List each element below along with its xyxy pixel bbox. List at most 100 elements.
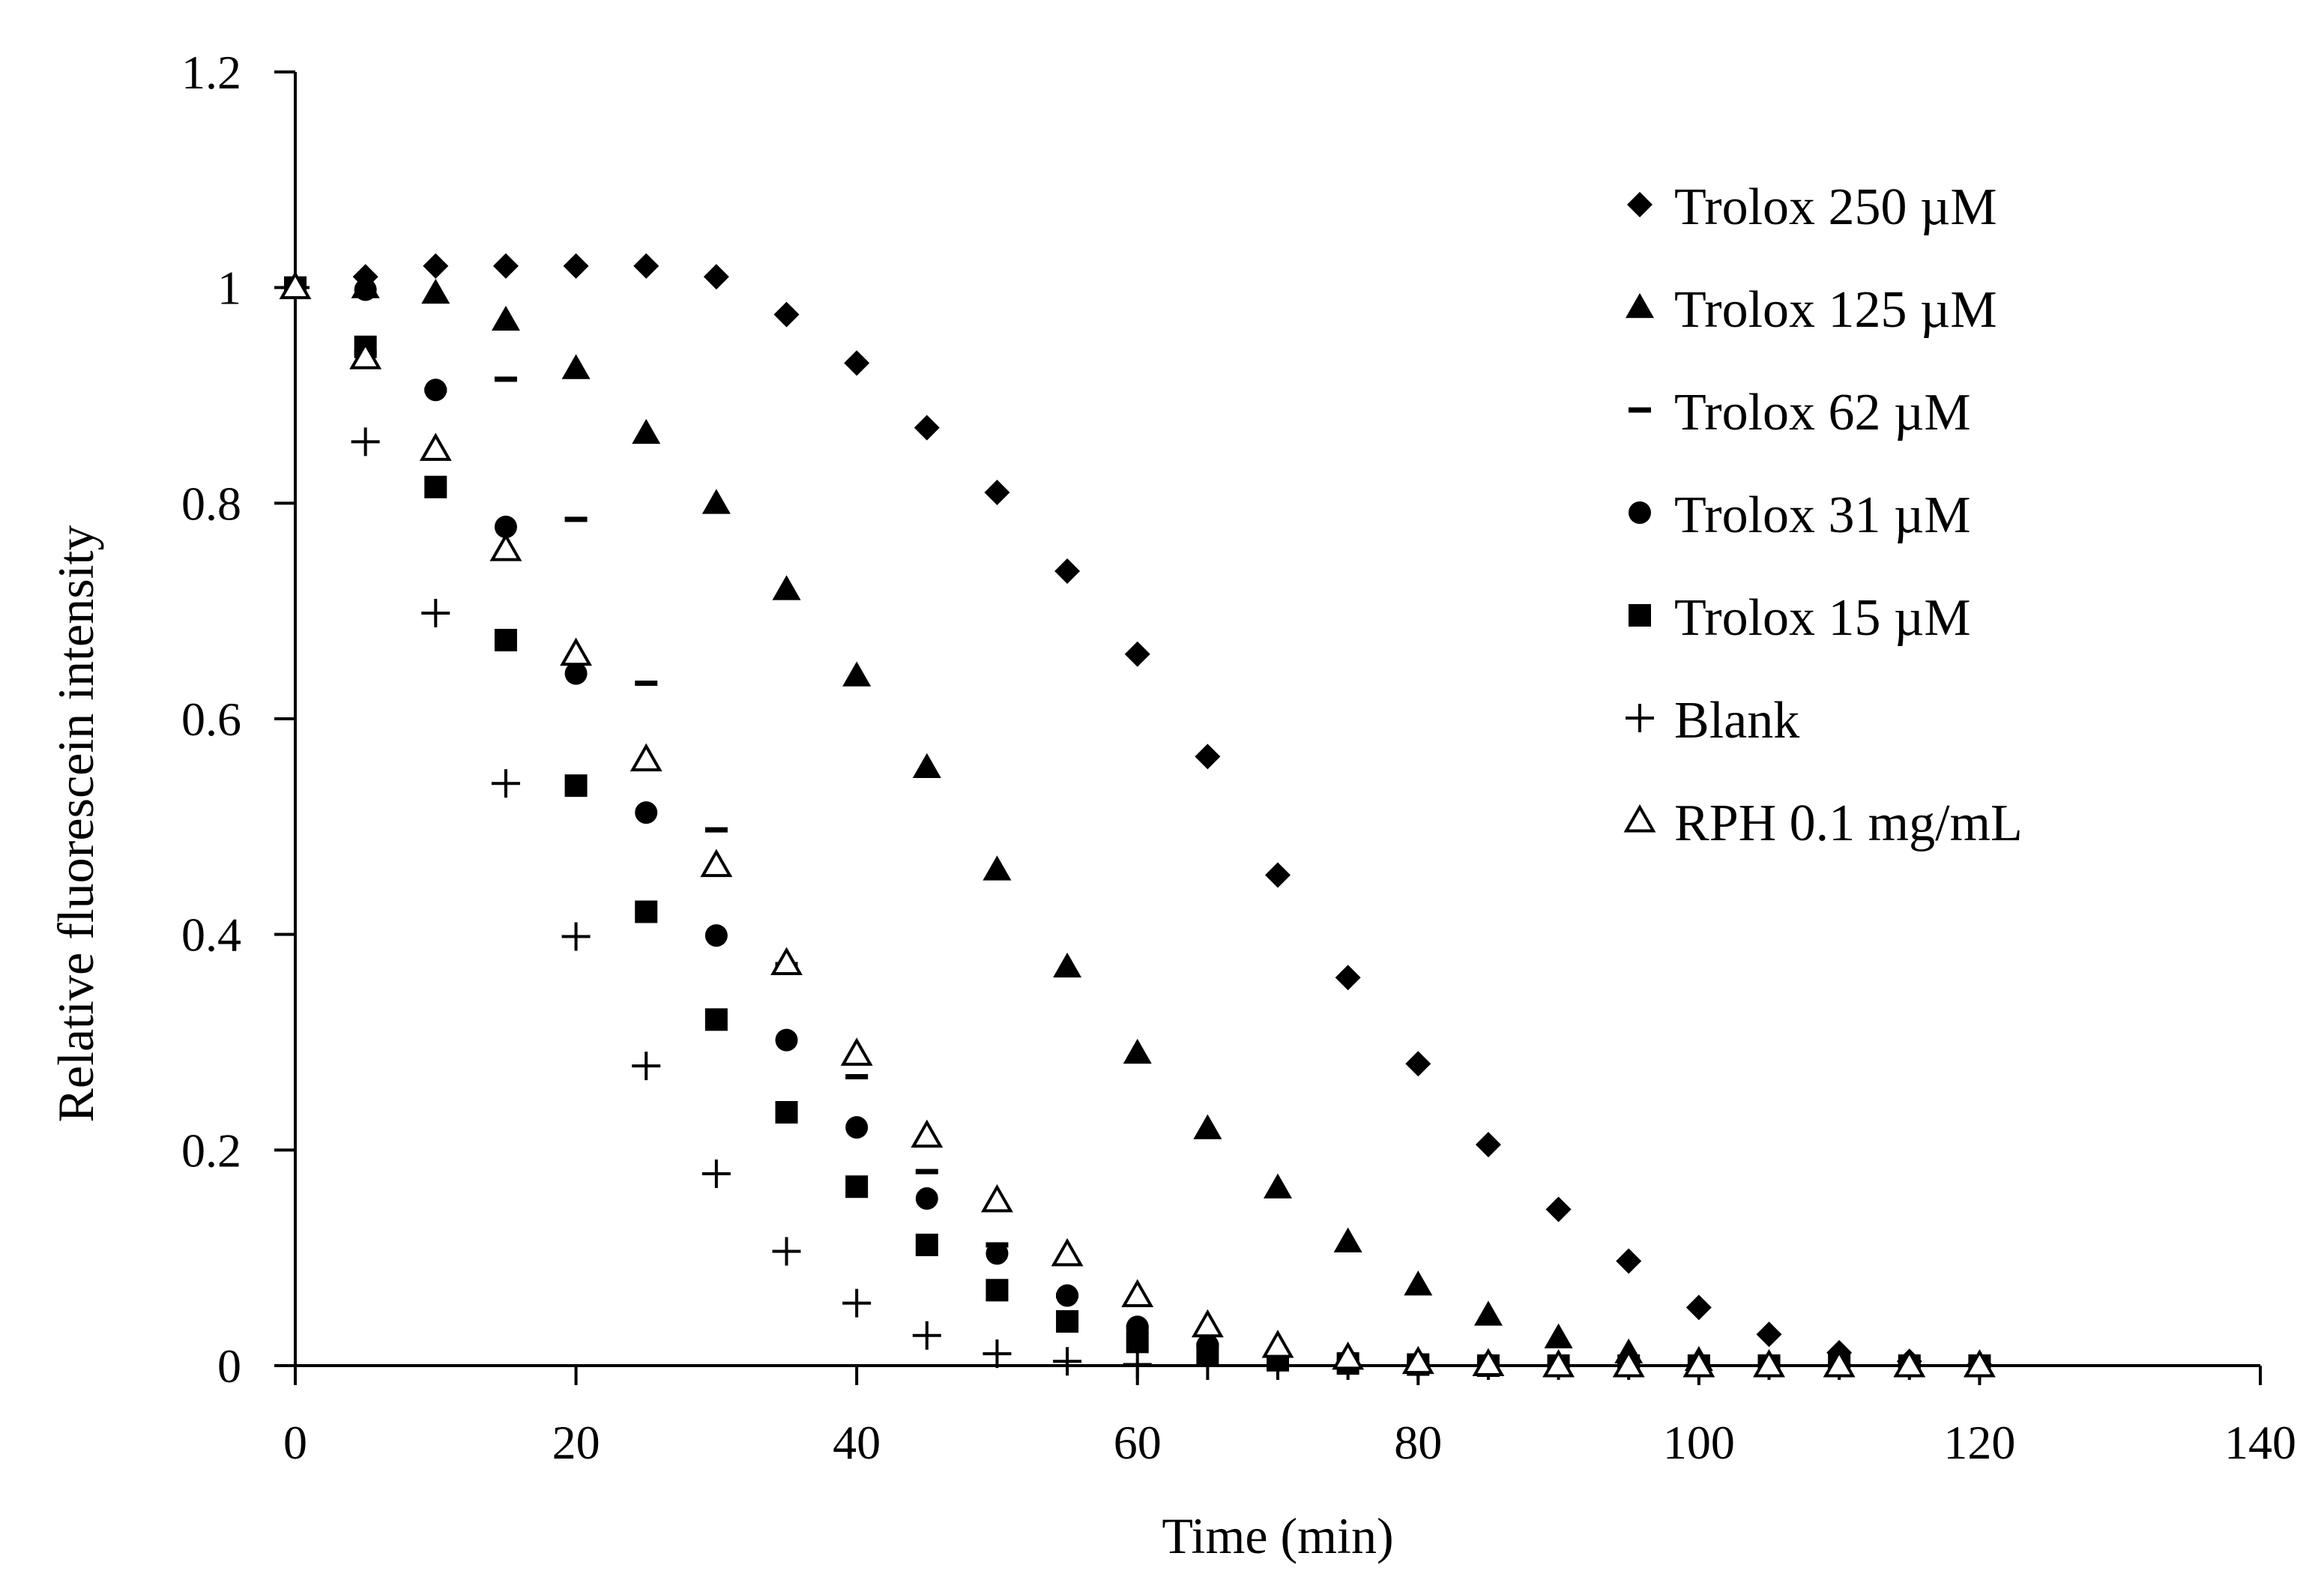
data-point [354,278,377,301]
y-tick-label: 1 [217,262,241,315]
legend-marker [1629,407,1651,413]
legend-item: Blank [1626,692,1799,750]
data-point [773,301,800,328]
x-tick-label: 140 [2224,1416,2296,1469]
data-point [1195,744,1221,770]
data-point [1475,1132,1501,1158]
y-tick-label: 0.4 [181,908,241,962]
data-point [704,924,728,947]
data-point [1542,1348,1575,1378]
x-tick-label: 100 [1663,1416,1735,1469]
data-point [845,1074,869,1080]
legend-marker [1623,803,1656,833]
data-point [423,253,449,279]
data-point [1473,1300,1503,1326]
data-point [1682,1348,1715,1378]
legend-marker [1626,293,1654,319]
data-point [424,475,447,498]
data-point [1053,952,1082,978]
data-point [840,1037,873,1066]
data-point [632,418,661,444]
data-point [1265,862,1291,888]
chart-legend: Trolox 250 µM Trolox 125 µM Trolox 62 µM Tr… [1623,178,2023,852]
data-point [1056,1310,1079,1333]
data-point [564,774,588,797]
y-tick-label: 0.2 [181,1124,241,1177]
data-point [1264,1173,1292,1198]
data-point [986,1242,1009,1265]
legend-label: Trolox 15 µM [1674,589,1971,647]
legend-item: RPH 0.1 mg/mL [1623,794,2023,852]
chart-marks [279,253,1996,1380]
data-point [842,661,872,687]
data-point [421,599,450,628]
data-point [561,922,591,951]
data-point [1544,1323,1573,1348]
legend-marker [1627,192,1653,217]
data-point [914,414,940,441]
data-point [1053,1347,1082,1376]
data-point [772,575,801,600]
data-point [1335,965,1361,991]
data-point [912,1321,941,1350]
data-point [1124,641,1150,667]
data-point [915,1169,938,1175]
data-point [704,827,728,833]
data-point [635,681,658,687]
data-point [983,1339,1012,1369]
x-tick-label: 0 [283,1416,307,1469]
data-point [1404,1270,1433,1296]
legend-label: Trolox 250 µM [1674,178,1997,236]
legend-label: Blank [1674,692,1799,750]
data-point [635,900,658,923]
data-point [915,1233,938,1256]
data-point [775,1100,798,1124]
data-point [1685,1294,1712,1321]
data-point [1753,1348,1785,1378]
data-point [424,379,447,402]
data-point [419,432,452,461]
y-axis-title: Relative fluorescein intensity [47,525,104,1123]
data-point [983,855,1012,881]
data-point [1612,1348,1645,1378]
data-point [770,947,803,976]
data-point [1405,1051,1431,1077]
data-point [349,341,382,370]
data-point [1123,1038,1152,1064]
data-point [563,253,589,279]
series-6 [279,271,1996,1378]
data-point [421,278,450,304]
legend-label: Trolox 31 µM [1674,486,1971,544]
data-point [986,1279,1009,1302]
data-point [491,769,520,798]
data-point [633,253,660,279]
data-point [564,516,588,522]
data-point [703,264,729,290]
data-point [1051,1237,1084,1267]
data-point [1616,1248,1642,1274]
x-tick-label: 60 [1114,1416,1162,1469]
data-point [1333,1227,1362,1252]
data-point [700,848,733,878]
data-point [984,479,1010,505]
data-point [494,629,517,652]
data-point [704,1008,728,1031]
data-point [351,427,380,456]
data-point [492,253,519,279]
data-point [1401,1345,1434,1375]
legend-item: Trolox 15 µM [1629,589,1971,647]
data-point [561,354,591,379]
data-point [494,515,517,538]
data-point [489,533,522,561]
x-tick-label: 80 [1394,1416,1442,1469]
data-point [912,753,941,778]
data-point [1332,1341,1365,1370]
x-tick-label: 20 [552,1416,600,1469]
data-point [1126,1330,1149,1354]
data-point [491,305,520,331]
data-point [845,1116,869,1139]
legend-item: Trolox 250 µM [1627,178,1997,236]
data-point [1123,1350,1152,1379]
